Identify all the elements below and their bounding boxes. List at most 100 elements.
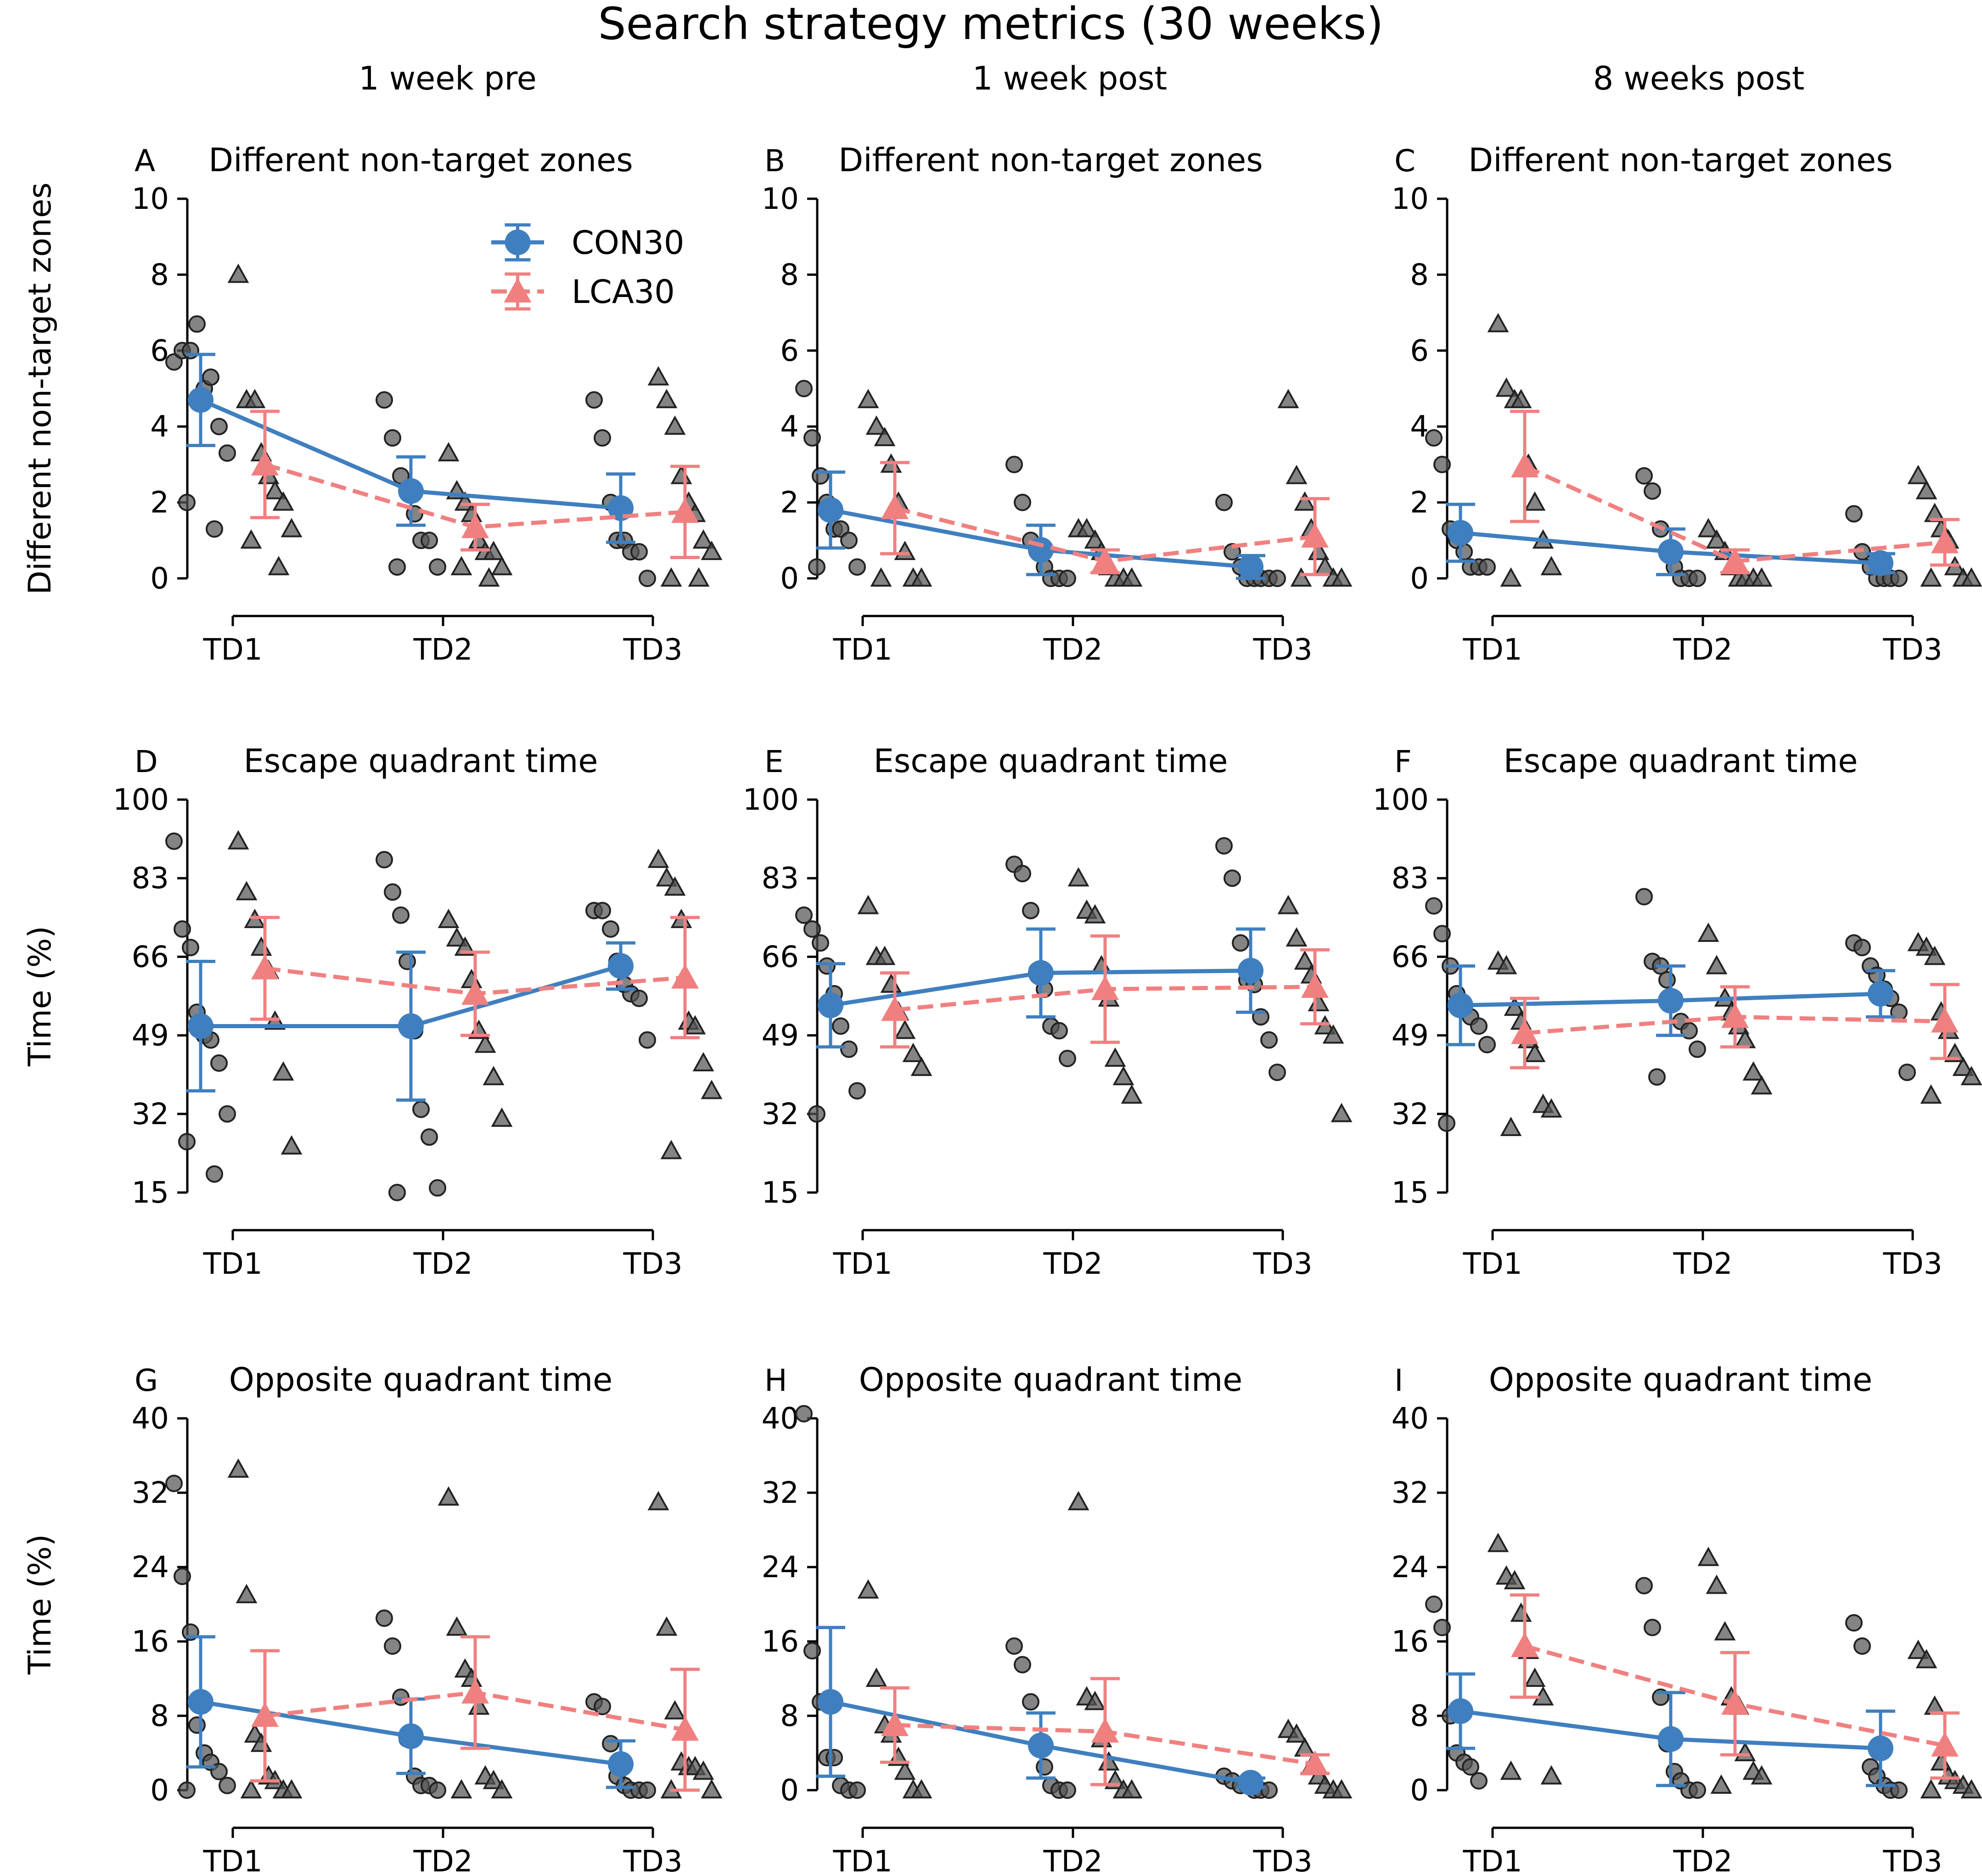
individual-point-con30 [840, 1040, 858, 1058]
individual-point-con30 [392, 1688, 410, 1706]
individual-point-con30 [429, 558, 446, 576]
mean-point-lca30 [1721, 1003, 1749, 1028]
mean-point-lca30 [461, 513, 489, 538]
individual-point-con30 [1644, 1618, 1661, 1636]
individual-point-lca30 [902, 1042, 924, 1062]
mean-point-lca30 [461, 980, 489, 1005]
individual-point-con30 [639, 1781, 656, 1799]
individual-point-con30 [594, 902, 611, 919]
individual-point-con30 [376, 851, 393, 868]
individual-point-lca30 [1294, 491, 1316, 511]
panel-a: A Different non-target zones0246810Differ… [22, 141, 723, 667]
mean-point-con30 [1028, 960, 1054, 986]
x-tick-label: TD2 [1673, 1247, 1732, 1281]
individual-point-lca30 [664, 415, 686, 435]
individual-point-lca30 [491, 556, 513, 576]
y-tick-label: 66 [762, 940, 799, 974]
individual-point-lca30 [1540, 1098, 1562, 1118]
y-tick-label: 24 [762, 1551, 799, 1585]
panel-e: E Escape quadrant time 15 32 49 66 83 100 TD1 TD2… [743, 742, 1353, 1281]
individual-point-lca30 [1524, 491, 1546, 511]
individual-point-con30 [1689, 1040, 1706, 1058]
individual-point-con30 [795, 1405, 813, 1422]
panel-b: B Different non-target zones 0 2 4 6 8 10 TD1 TD2… [762, 141, 1353, 667]
mean-point-con30 [398, 1013, 424, 1039]
individual-point-lca30 [701, 540, 723, 560]
individual-point-lca30 [1960, 1779, 1982, 1798]
individual-point-lca30 [1920, 1084, 1942, 1104]
individual-point-lca30 [450, 556, 472, 576]
individual-point-lca30 [1084, 1691, 1106, 1710]
individual-point-lca30 [1322, 1024, 1344, 1044]
individual-point-con30 [188, 1716, 206, 1734]
individual-point-con30 [818, 957, 836, 975]
individual-point-con30 [1269, 570, 1286, 587]
individual-point-con30 [182, 939, 199, 957]
series-line-lca30 [1524, 464, 1945, 564]
panel-letter: E [764, 744, 784, 779]
individual-point-con30 [388, 558, 406, 576]
individual-point-con30 [1269, 1064, 1286, 1081]
panel-letter: G [135, 1363, 158, 1398]
individual-point-lca30 [1487, 1533, 1509, 1552]
mean-point-lca30 [1511, 1019, 1538, 1044]
individual-point-lca30 [1924, 503, 1946, 522]
individual-point-con30 [1433, 1618, 1451, 1636]
individual-point-lca30 [1076, 518, 1098, 538]
individual-point-con30 [182, 342, 199, 359]
individual-point-con30 [1059, 1049, 1076, 1067]
mean-point-con30 [1658, 1726, 1684, 1752]
y-tick-label: 40 [762, 1402, 799, 1436]
individual-point-lca30 [1524, 1042, 1546, 1062]
mean-point-con30 [1868, 1735, 1893, 1761]
individual-point-con30 [1059, 570, 1076, 587]
individual-point-lca30 [1084, 904, 1106, 924]
individual-point-lca30 [1290, 567, 1312, 587]
panel-d: D Escape quadrant time 15 32 49 66 83 100 Time (… [22, 742, 723, 1281]
y-tick-label: 6 [780, 334, 799, 368]
individual-point-lca30 [1104, 1047, 1126, 1067]
panels: A Different non-target zones0246810Differ… [22, 141, 1982, 1876]
y-tick-label: 0 [150, 1774, 169, 1808]
individual-point-lca30 [1907, 1640, 1929, 1659]
individual-point-lca30 [660, 1140, 682, 1159]
individual-point-con30 [1425, 429, 1443, 447]
individual-point-lca30 [446, 927, 468, 947]
individual-point-con30 [1470, 1017, 1488, 1035]
individual-point-con30 [376, 1609, 393, 1627]
individual-point-con30 [1455, 543, 1473, 561]
individual-point-lca30 [240, 1779, 262, 1798]
individual-point-lca30 [236, 1584, 258, 1603]
mean-point-lca30 [671, 1716, 699, 1741]
individual-point-con30 [1425, 1596, 1443, 1613]
individual-point-con30 [210, 1054, 228, 1072]
mean-point-lca30 [671, 498, 699, 523]
mean-point-con30 [188, 1689, 213, 1715]
y-tick-label: 24 [1392, 1551, 1429, 1585]
panel-letter: C [1394, 143, 1415, 179]
individual-point-lca30 [865, 1667, 887, 1687]
individual-point-lca30 [1924, 946, 1946, 965]
individual-point-con30 [421, 532, 438, 549]
y-tick-label: 0 [1410, 1774, 1429, 1808]
individual-point-con30 [812, 467, 829, 485]
x-tick-label: TD1 [202, 1845, 262, 1876]
panel-title: Different non-target zones [838, 141, 1263, 179]
individual-point-con30 [1425, 897, 1443, 915]
y-tick-label: 0 [780, 1774, 799, 1808]
x-tick-label: TD3 [623, 1247, 682, 1281]
individual-point-con30 [1036, 1758, 1053, 1776]
mean-point-lca30 [881, 996, 909, 1021]
individual-point-lca30 [692, 1052, 714, 1072]
individual-point-con30 [1215, 837, 1233, 855]
y-tick-label: 16 [132, 1625, 169, 1659]
mean-point-con30 [1448, 520, 1473, 546]
individual-point-con30 [188, 315, 206, 333]
individual-point-lca30 [857, 895, 879, 914]
individual-point-lca30 [446, 1616, 468, 1636]
individual-point-lca30 [478, 567, 500, 587]
individual-point-lca30 [1697, 922, 1719, 942]
y-tick-label: 15 [1392, 1176, 1429, 1210]
individual-point-lca30 [880, 973, 902, 993]
